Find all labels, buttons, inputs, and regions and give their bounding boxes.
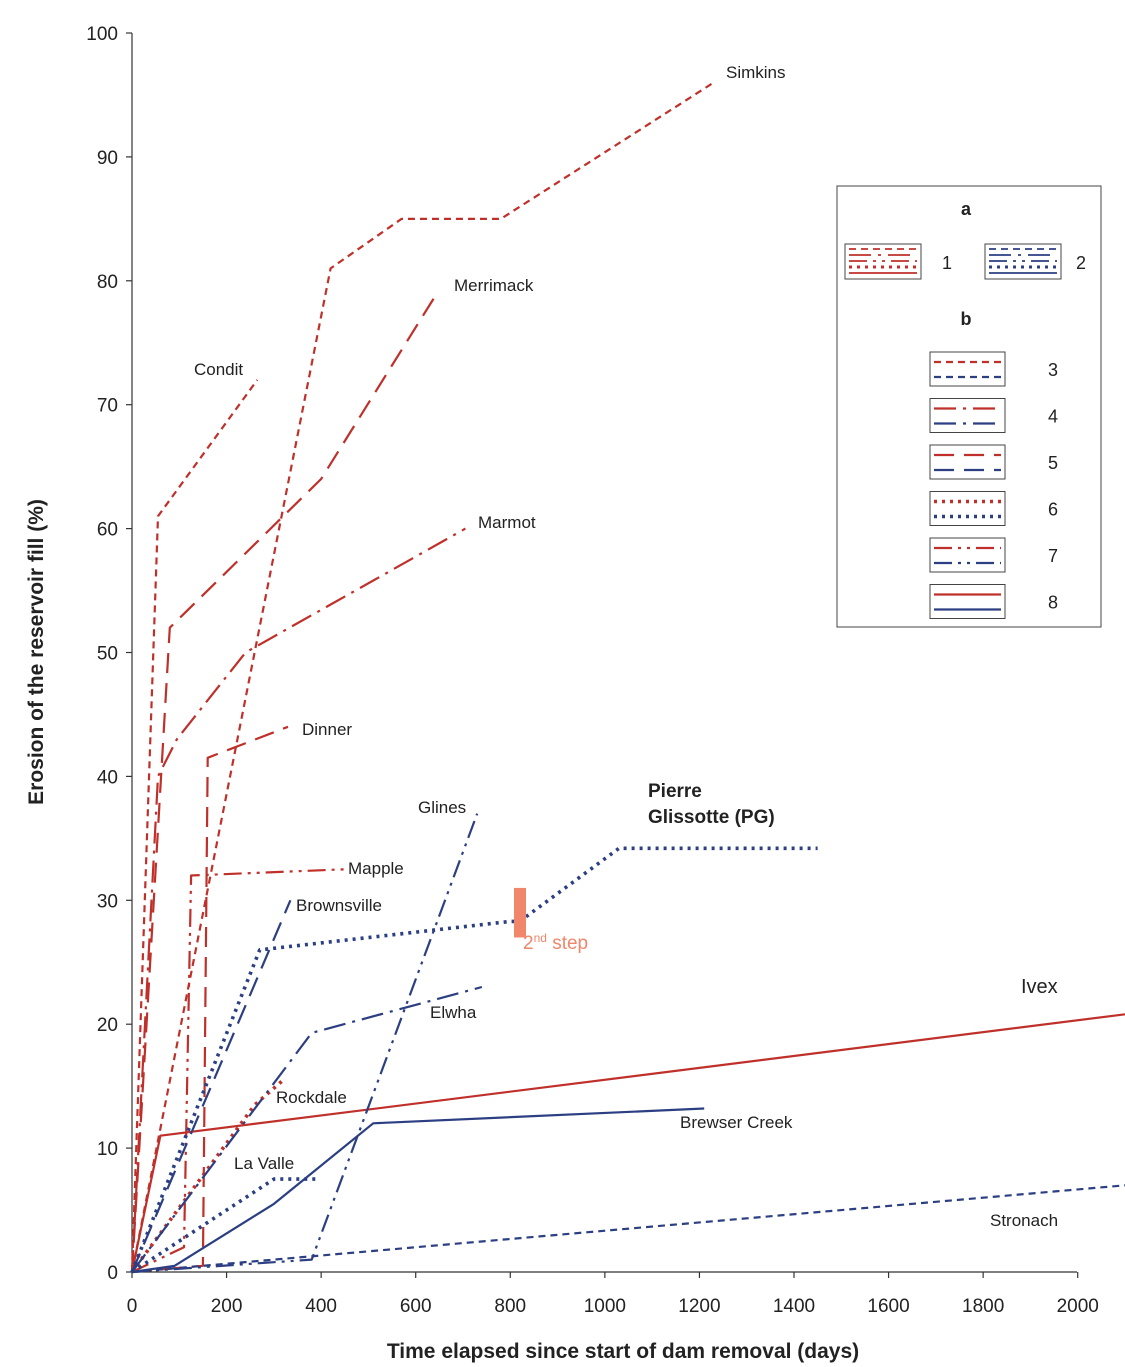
axes: 0 200 400 600 800 1000 1200 1400 1600 1800 2000 0 10… — [25, 24, 1099, 1363]
legend-style-box-6 — [929, 491, 1006, 526]
y-tick-label: 100 — [86, 24, 118, 45]
series-label-glines: Glines — [418, 798, 466, 817]
series-label-marmot: Marmot — [478, 513, 536, 532]
y-axis-title: Erosion of the reservoir fill (%) — [25, 499, 48, 805]
legend-style-box-8 — [929, 584, 1006, 619]
legend-style-box-5 — [929, 444, 1006, 480]
x-tick-label: 600 — [400, 1296, 432, 1317]
series-label-elwha: Elwha — [430, 1003, 477, 1022]
x-tick-label: 1600 — [867, 1296, 909, 1317]
y-tick-label: 70 — [97, 396, 118, 417]
legend-style-label-5: 5 — [1048, 453, 1058, 473]
legend-head-b: b — [961, 309, 972, 329]
x-tick-label: 1200 — [678, 1296, 720, 1317]
second-step-marker — [514, 887, 527, 938]
series-label-rockdale: Rockdale — [276, 1088, 347, 1107]
annotation: 2nd step — [514, 887, 588, 954]
series-labels: Simkins Merrimack Condit Marmot Dinner Mapple… — [194, 63, 1058, 1230]
y-tick-label: 50 — [97, 644, 118, 665]
legend-style-label-3: 3 — [1048, 360, 1058, 380]
series-line-merrimack — [130, 292, 438, 1273]
series-label-dinner: Dinner — [302, 720, 352, 739]
series-line-simkins — [130, 81, 715, 1273]
series-label-la-valle: La Valle — [234, 1154, 294, 1173]
x-tick-label: 2000 — [1057, 1296, 1099, 1317]
x-tick-label: 800 — [494, 1296, 526, 1317]
series-label-stronach: Stronach — [990, 1211, 1058, 1230]
y-tick-label: 60 — [97, 520, 118, 541]
legend-label-2: 2 — [1076, 253, 1086, 273]
legend-style-box-3 — [929, 351, 1006, 387]
legend-style-label-4: 4 — [1048, 407, 1058, 427]
x-axis-title: Time elapsed since start of dam removal … — [387, 1340, 859, 1363]
second-step-label: 2nd step — [523, 931, 588, 954]
series-label-brewser-creek: Brewser Creek — [680, 1113, 793, 1132]
series-line-ivex — [130, 1013, 1125, 1273]
series-line-la-valle — [131, 1177, 317, 1274]
series-label-merrimack: Merrimack — [454, 276, 534, 295]
series-line-dinner — [131, 725, 289, 1274]
legend-style-label-6: 6 — [1048, 500, 1058, 520]
series-label-condit: Condit — [194, 360, 243, 379]
legend-head-a: a — [961, 199, 972, 219]
legend-label-1: 1 — [942, 253, 952, 273]
series-line-mapple — [131, 868, 345, 1273]
series-label-mapple: Mapple — [348, 859, 404, 878]
series-line-brewser-creek — [131, 1107, 705, 1274]
x-tick-label: 1400 — [773, 1296, 815, 1317]
legend-style-label-7: 7 — [1048, 546, 1058, 566]
legend-style-box-7 — [929, 537, 1006, 573]
series-label-simkins: Simkins — [726, 63, 786, 82]
series-line-brownsville — [130, 899, 292, 1273]
x-tick-label: 400 — [305, 1296, 337, 1317]
x-tick-label: 200 — [211, 1296, 243, 1317]
y-tick-label: 80 — [97, 272, 118, 293]
y-tick-label: 20 — [97, 1015, 118, 1036]
series-line-condit — [130, 379, 259, 1273]
series-lines — [130, 81, 1125, 1274]
y-tick-label: 90 — [97, 148, 118, 169]
x-tick-label: 1800 — [962, 1296, 1004, 1317]
legend-style-label-8: 8 — [1048, 593, 1058, 613]
y-tick-label: 30 — [97, 891, 118, 912]
legend: a 1 2 b 3 4 5 6 7 8 — [836, 185, 1102, 628]
series-line-pierre-glissotte-pg — [130, 846, 818, 1273]
y-tick-label: 0 — [107, 1263, 118, 1284]
series-line-glines — [131, 813, 479, 1274]
x-tick-label: 0 — [127, 1296, 138, 1317]
series-label-brownsville: Brownsville — [296, 896, 382, 915]
series-line-marmot — [130, 527, 466, 1273]
legend-style-box-4 — [929, 398, 1006, 433]
series-line-rockdale — [130, 1078, 285, 1274]
x-tick-label: 1000 — [584, 1296, 626, 1317]
y-tick-label: 10 — [97, 1139, 118, 1160]
series-label-ivex: Ivex — [1021, 976, 1058, 998]
series-line-stronach — [131, 1184, 1125, 1274]
series-label-pierre-glissotte: Pierre Glissotte (PG) — [648, 781, 775, 828]
y-tick-label: 40 — [97, 767, 118, 788]
series-line-elwha — [131, 985, 483, 1273]
